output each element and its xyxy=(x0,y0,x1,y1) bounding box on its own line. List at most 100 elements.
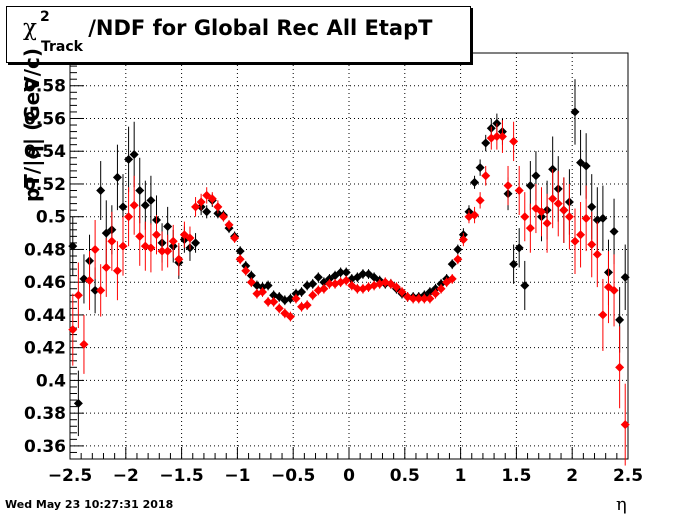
data-point xyxy=(263,297,273,307)
data-point xyxy=(218,212,228,222)
data-point xyxy=(537,207,547,217)
data-point xyxy=(96,285,106,295)
data-point xyxy=(291,294,301,304)
data-point xyxy=(274,303,284,313)
x-tick-label: −0.5 xyxy=(271,466,315,486)
data-point xyxy=(140,200,150,210)
data-point xyxy=(352,284,362,294)
data-point xyxy=(308,279,318,289)
data-point xyxy=(107,236,117,246)
title-text: /NDF for Global Rec All EtapT xyxy=(88,16,433,40)
data-point xyxy=(542,218,552,228)
data-point xyxy=(213,202,223,212)
title-subscript: Track xyxy=(41,39,83,55)
data-point xyxy=(124,154,134,164)
data-point xyxy=(129,150,139,159)
data-point xyxy=(509,259,519,269)
data-point xyxy=(447,259,457,269)
data-point xyxy=(163,222,173,232)
data-point xyxy=(224,220,234,230)
title-superscript: 2 xyxy=(40,9,50,25)
data-point xyxy=(185,233,195,243)
data-point xyxy=(118,241,128,251)
y-axis-label: pT/|q| (GeV/c) xyxy=(20,47,44,203)
data-point xyxy=(358,269,368,279)
data-point xyxy=(609,285,619,295)
data-point xyxy=(146,195,156,205)
y-tick-label: 0.42 xyxy=(24,339,66,359)
data-point xyxy=(514,186,524,196)
title-symbol: χ xyxy=(23,15,37,41)
data-point xyxy=(90,244,100,254)
data-point xyxy=(258,287,268,297)
data-point xyxy=(263,280,273,290)
y-tick-label: 0.38 xyxy=(24,404,66,424)
data-point xyxy=(553,199,563,209)
x-tick-label: 1 xyxy=(455,466,467,486)
data-point xyxy=(414,294,424,304)
data-point xyxy=(297,287,307,297)
data-point xyxy=(235,246,245,256)
data-point xyxy=(163,246,173,256)
data-point xyxy=(191,238,201,248)
x-tick-label: −2.5 xyxy=(48,466,92,486)
data-point xyxy=(112,172,122,182)
data-point xyxy=(570,236,580,246)
data-point xyxy=(598,213,608,223)
data-point xyxy=(587,202,597,212)
data-point xyxy=(319,284,329,294)
chart-title-box: χ 2 Track /NDF for Global Rec All EtapT xyxy=(6,6,471,63)
data-point xyxy=(285,294,295,304)
data-point xyxy=(73,290,83,300)
data-point xyxy=(118,202,128,212)
data-point xyxy=(135,186,145,196)
data-point xyxy=(514,243,524,253)
data-point xyxy=(581,213,591,223)
y-tick-label: 0.56 xyxy=(24,109,66,129)
data-point xyxy=(559,205,569,215)
axes: −2.5 −2 −1.5 −1 −0.5 0 0.5 1 1.5 2 2.5 0.36 0.38 0.4 0… xyxy=(24,52,643,486)
data-point xyxy=(269,297,279,307)
y-tick-label: 0.54 xyxy=(24,142,66,162)
data-point xyxy=(129,200,139,210)
y-tick-label: 0.36 xyxy=(24,437,66,457)
data-point xyxy=(336,267,346,277)
data-point xyxy=(475,195,485,205)
y-tick-label: 0.48 xyxy=(24,240,66,260)
data-point xyxy=(503,181,513,191)
y-tick-label: 0.5 xyxy=(36,208,66,228)
data-point xyxy=(196,197,206,207)
data-point xyxy=(112,266,122,276)
data-point xyxy=(202,207,212,217)
data-point xyxy=(90,285,100,295)
data-point xyxy=(207,194,217,204)
data-point xyxy=(620,272,630,282)
y-tick-label: 0.52 xyxy=(24,175,66,195)
x-tick-label: −1.5 xyxy=(159,466,203,486)
data-point xyxy=(525,223,535,233)
data-point xyxy=(68,325,78,335)
data-point xyxy=(453,254,463,264)
data-point xyxy=(447,274,457,284)
data-point xyxy=(525,181,535,191)
data-point xyxy=(302,300,312,310)
data-point xyxy=(481,138,491,148)
data-point xyxy=(324,279,334,289)
chart-title: χ 2 Track /NDF for Global Rec All EtapT xyxy=(23,9,433,55)
data-point xyxy=(470,210,480,220)
data-point xyxy=(313,272,323,282)
data-series xyxy=(68,79,630,466)
data-point xyxy=(520,212,530,222)
data-point xyxy=(230,233,240,243)
data-point xyxy=(470,177,480,187)
data-point xyxy=(96,186,106,196)
data-point xyxy=(135,231,145,241)
data-point xyxy=(576,230,586,240)
data-point xyxy=(425,294,435,304)
x-tick-label: −1 xyxy=(224,466,250,486)
data-point xyxy=(581,161,591,171)
data-point xyxy=(564,212,574,222)
data-point xyxy=(285,312,295,322)
data-point xyxy=(520,280,530,290)
data-point xyxy=(174,254,184,264)
